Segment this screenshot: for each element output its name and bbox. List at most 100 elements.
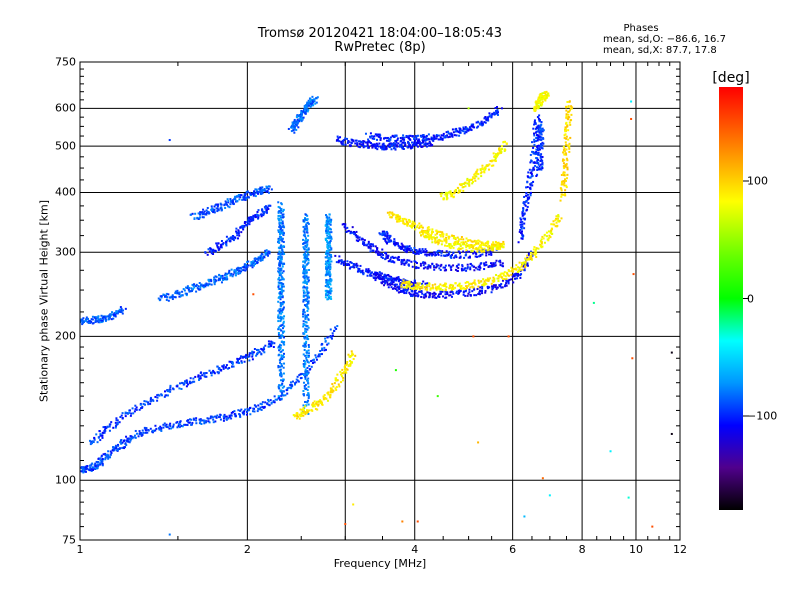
data-point	[129, 438, 132, 441]
data-point	[214, 275, 217, 278]
data-point	[433, 294, 436, 297]
data-point	[240, 361, 243, 364]
data-point	[119, 309, 122, 312]
data-point	[529, 161, 532, 164]
data-point	[277, 237, 280, 240]
data-point	[435, 137, 438, 140]
data-point	[133, 410, 136, 413]
data-point	[216, 244, 219, 247]
data-point	[212, 418, 215, 421]
data-point	[366, 144, 369, 147]
data-point	[302, 374, 305, 377]
data-point	[449, 190, 452, 193]
data-point	[270, 340, 273, 343]
data-point	[165, 423, 168, 426]
data-point	[312, 98, 315, 101]
data-point	[305, 109, 308, 112]
data-point	[144, 431, 147, 434]
data-point	[501, 277, 504, 280]
data-point	[217, 242, 220, 245]
data-point	[282, 336, 285, 339]
data-point	[96, 317, 99, 320]
data-point	[329, 288, 332, 291]
data-point	[380, 146, 383, 149]
data-point	[120, 307, 123, 310]
data-point	[220, 246, 223, 249]
data-point	[376, 133, 379, 136]
data-point	[381, 257, 384, 260]
data-point	[400, 285, 403, 288]
data-point	[141, 433, 144, 436]
data-point	[450, 287, 453, 290]
data-point	[245, 197, 248, 200]
data-point	[412, 286, 415, 289]
data-point	[552, 220, 555, 223]
data-point	[236, 237, 239, 240]
data-point	[455, 134, 458, 137]
data-point	[348, 267, 351, 270]
data-point	[466, 266, 469, 269]
data-point	[140, 432, 143, 435]
data-point	[303, 365, 306, 368]
data-point	[515, 274, 518, 277]
data-point	[141, 405, 144, 408]
data-point	[180, 387, 183, 390]
data-point	[279, 320, 282, 323]
data-point	[307, 409, 310, 412]
data-point	[310, 98, 313, 101]
data-point	[482, 282, 485, 285]
data-point	[188, 286, 191, 289]
data-point	[167, 390, 170, 393]
data-point	[282, 278, 285, 281]
data-point	[465, 269, 468, 272]
data-point	[546, 238, 549, 241]
data-point	[451, 234, 454, 237]
data-point	[539, 143, 542, 146]
data-point	[540, 153, 543, 156]
data-point	[522, 217, 525, 220]
data-point	[307, 257, 310, 260]
data-point	[469, 294, 472, 297]
data-point	[519, 274, 522, 277]
data-point	[212, 252, 215, 255]
data-point	[536, 136, 539, 139]
data-point	[437, 285, 440, 288]
data-point	[537, 163, 540, 166]
data-point	[124, 307, 127, 310]
data-point	[216, 207, 219, 210]
data-point	[381, 248, 384, 251]
data-point	[454, 282, 457, 285]
data-point	[403, 136, 406, 139]
data-point	[313, 405, 316, 408]
data-point	[264, 205, 267, 208]
data-point	[529, 183, 532, 186]
data-point	[164, 424, 167, 427]
data-point	[278, 261, 281, 264]
data-point	[329, 391, 332, 394]
data-point	[97, 460, 100, 463]
data-point	[406, 247, 409, 250]
data-point	[355, 239, 358, 242]
data-point	[427, 264, 430, 267]
data-point	[505, 284, 508, 287]
data-point	[545, 231, 548, 234]
data-point	[447, 252, 450, 255]
data-point	[445, 238, 448, 241]
data-point	[251, 263, 254, 266]
data-point	[445, 282, 448, 285]
data-point	[424, 293, 427, 296]
data-point	[321, 342, 324, 345]
data-point	[304, 375, 307, 378]
data-point	[205, 213, 208, 216]
data-point	[213, 249, 216, 252]
data-point	[474, 248, 477, 251]
data-point	[98, 430, 101, 433]
data-point	[259, 256, 262, 259]
data-point	[277, 328, 280, 331]
data-point	[234, 236, 237, 239]
data-point	[501, 272, 504, 275]
data-point	[545, 235, 548, 238]
data-point	[378, 251, 381, 254]
data-point	[304, 362, 307, 365]
data-point	[261, 348, 264, 351]
